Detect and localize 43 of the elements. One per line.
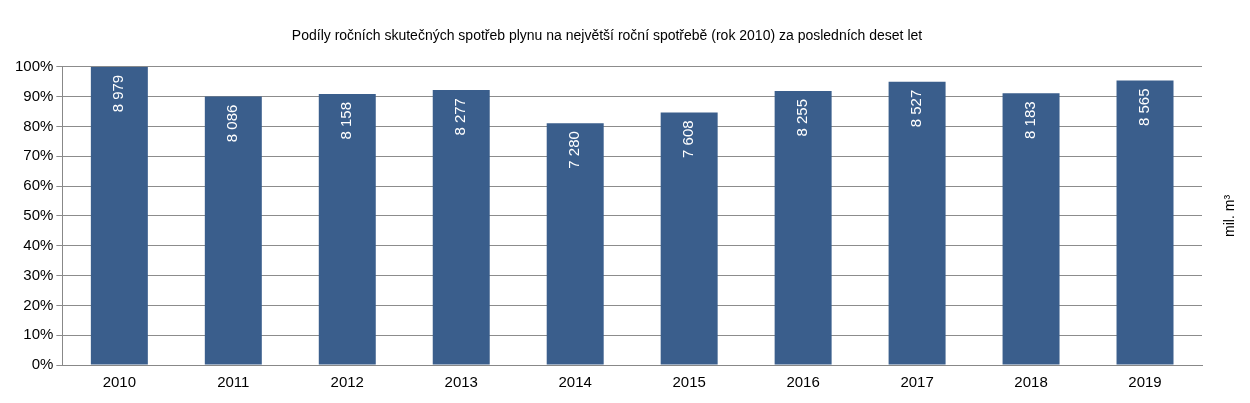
y-tick-label: 10%: [23, 325, 54, 343]
bar: [774, 90, 832, 365]
annotation: 8 565: [1135, 88, 1153, 127]
x-tick-label: 2017: [900, 373, 934, 391]
x-tick-label: 2016: [786, 373, 820, 391]
bar: [1116, 80, 1174, 365]
x-tick-label: 2015: [672, 373, 706, 391]
y-tick-label: 0%: [31, 355, 54, 373]
bar: [318, 93, 376, 365]
bar: [546, 123, 604, 365]
annotation: 8 979: [109, 74, 127, 113]
x-tick-label: 2019: [1128, 373, 1162, 391]
y-tick-label: 100%: [14, 56, 54, 74]
bar: [204, 96, 262, 365]
x-tick-label: 2010: [102, 373, 137, 391]
y-tick-label: 70%: [23, 146, 54, 164]
annotation: 8 183: [1021, 101, 1039, 139]
bar: [432, 90, 490, 365]
chart-title: Podíly ročních skutečných spotřeb plynu na největší roční spotřebě (rok 2010) za posledních deset let: [291, 27, 923, 44]
y-tick-label: 60%: [23, 176, 54, 194]
y-tick-label: 40%: [23, 235, 54, 253]
y-tick-label: 90%: [23, 86, 54, 104]
annotation: 8 255: [793, 98, 811, 137]
y2-axis-title: mil. m³: [1220, 194, 1237, 237]
bar: [888, 81, 946, 365]
x-tick-label: 2014: [558, 373, 592, 391]
bar: [660, 112, 718, 365]
y-tick-label: 30%: [23, 265, 54, 283]
annotation: 8 086: [223, 104, 241, 143]
y-tick-label: 50%: [23, 206, 54, 224]
x-tick-label: 2012: [330, 373, 364, 391]
y-tick-label: 80%: [23, 116, 54, 134]
annotation: 8 527: [907, 89, 925, 128]
x-tick-label: 2013: [444, 373, 478, 391]
bar: [1002, 93, 1060, 365]
annotation: 7 608: [679, 120, 697, 158]
bar: [90, 66, 148, 365]
x-tick-label: 2018: [1014, 373, 1048, 391]
annotation: 8 158: [337, 101, 355, 140]
y-tick-label: 20%: [23, 295, 54, 313]
annotation: 7 280: [565, 131, 583, 169]
x-tick-label: 2011: [217, 373, 250, 391]
annotation: 8 277: [451, 98, 469, 136]
